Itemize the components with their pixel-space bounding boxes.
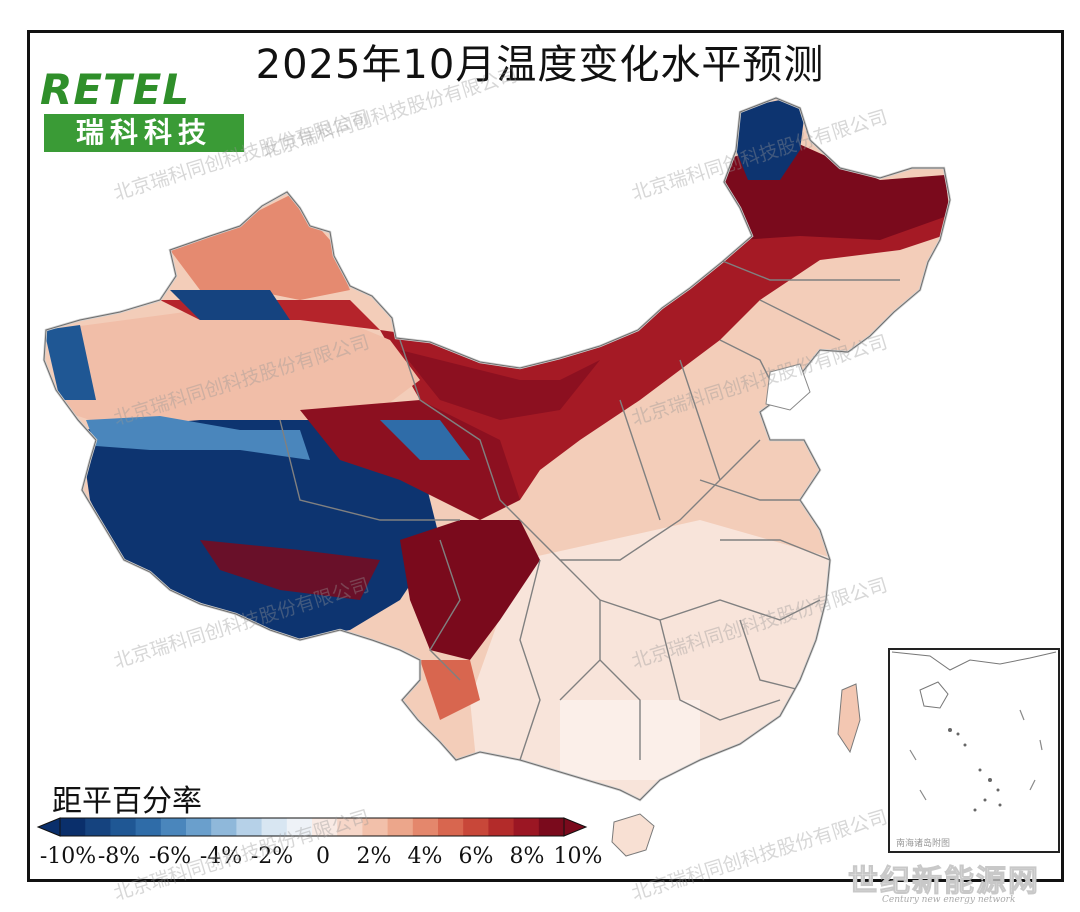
colorbar-tick-label: -10% bbox=[39, 844, 97, 869]
inset-caption: 南海诸岛附图 bbox=[896, 839, 951, 849]
inset-map bbox=[891, 651, 1057, 812]
colorbar-swatch bbox=[286, 818, 313, 836]
legend-title: 距平百分率 bbox=[52, 784, 202, 819]
colorbar-swatch bbox=[412, 818, 439, 836]
colorbar-swatch bbox=[387, 818, 414, 836]
colorbar-tick-label: 0 bbox=[316, 844, 330, 869]
colorbar-tick-label: -4% bbox=[199, 844, 243, 869]
colorbar-swatch bbox=[135, 818, 162, 836]
colorbar-arrow-left bbox=[36, 817, 61, 837]
colorbar-tick-label: -8% bbox=[97, 844, 141, 869]
logo-brand: RETEL bbox=[40, 65, 191, 114]
colorbar-swatch bbox=[261, 818, 288, 836]
company-logo: RETEL 瑞科科技 bbox=[40, 68, 246, 152]
colorbar-swatch bbox=[463, 818, 489, 836]
colorbar-tick-label: 2% bbox=[356, 844, 392, 869]
map-title: 2025年10月温度变化水平预测 bbox=[255, 42, 825, 88]
colorbar-swatch bbox=[362, 818, 389, 836]
corner-watermark: 世纪新能源网 bbox=[848, 864, 1040, 900]
colorbar-swatch bbox=[337, 818, 363, 836]
colorbar-tick-label: 4% bbox=[407, 844, 443, 869]
logo-subtitle: 瑞科科技 bbox=[44, 114, 244, 152]
corner-watermark-subtitle: Century new energy network bbox=[882, 895, 1016, 905]
colorbar-tick-label: 10% bbox=[553, 844, 603, 869]
colorbar-tick-label: 8% bbox=[509, 844, 545, 869]
colorbar-swatch bbox=[211, 818, 237, 836]
colorbar-swatch bbox=[236, 818, 263, 836]
south-china-sea-inset bbox=[888, 648, 1060, 853]
colorbar-tick-label: -6% bbox=[148, 844, 192, 869]
colorbar-swatch bbox=[60, 818, 86, 836]
colorbar-swatch bbox=[85, 818, 111, 836]
colorbar-tick-label: 6% bbox=[458, 844, 494, 869]
colorbar-border bbox=[59, 817, 565, 837]
colorbar bbox=[36, 817, 588, 837]
colorbar-arrow-right bbox=[563, 817, 588, 837]
colorbar-swatch bbox=[488, 818, 515, 836]
colorbar-swatch bbox=[513, 818, 540, 836]
colorbar-swatch bbox=[312, 818, 338, 836]
colorbar-swatch bbox=[538, 818, 565, 836]
colorbar-swatch bbox=[186, 818, 212, 836]
colorbar-swatch bbox=[438, 818, 464, 836]
colorbar-tick-label: -2% bbox=[250, 844, 294, 869]
colorbar-swatch bbox=[160, 818, 187, 836]
colorbar-swatch bbox=[110, 818, 137, 836]
